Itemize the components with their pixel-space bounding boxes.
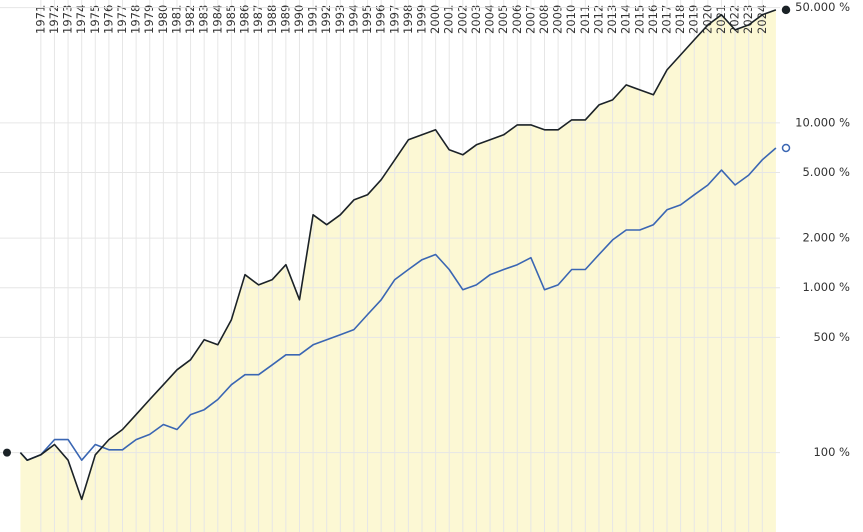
series-line	[19, 9, 777, 501]
start-dot	[3, 448, 11, 457]
x-tick-label: 2015	[632, 5, 646, 34]
x-tick-label: 2003	[469, 5, 483, 34]
end-dot	[781, 143, 791, 153]
x-tick-label: 1998	[401, 5, 415, 34]
x-tick-label: 2013	[605, 5, 619, 34]
x-tick-label: 1996	[374, 5, 388, 34]
series-line	[19, 147, 777, 461]
x-tick-label: 2019	[687, 5, 701, 34]
x-tick-label: 1983	[197, 5, 211, 34]
x-tick-label: 2004	[483, 5, 497, 34]
x-tick-label: 2001	[442, 5, 456, 34]
end-dot	[781, 5, 791, 15]
x-tick-label: 1995	[360, 5, 374, 34]
x-tick-label: 2021	[714, 5, 728, 34]
x-tick-label: 2017	[660, 5, 674, 34]
x-tick-label: 2012	[591, 5, 605, 34]
x-tick-label: 1988	[265, 5, 279, 34]
x-tick-label: 2005	[496, 5, 510, 34]
y-tick-label: 1.000 %	[802, 280, 850, 294]
x-tick-label: 2006	[510, 5, 524, 34]
x-tick-label: 2024	[755, 5, 769, 34]
x-tick-label: 1979	[142, 5, 156, 34]
x-tick-label: 1973	[61, 5, 75, 34]
x-tick-label: 1982	[183, 5, 197, 34]
x-tick-label: 1999	[414, 5, 428, 34]
x-tick-label: 1987	[251, 5, 265, 34]
y-tick-label: 100 %	[813, 445, 850, 459]
x-tick-label: 1975	[88, 5, 102, 34]
x-tick-label: 1978	[129, 5, 143, 34]
x-tick-label: 2010	[564, 5, 578, 34]
x-tick-label: 1992	[319, 5, 333, 34]
x-tick-label: 1984	[210, 5, 224, 34]
x-tick-label: 2022	[728, 5, 742, 34]
x-tick-label: 2008	[537, 5, 551, 34]
x-tick-label: 1981	[169, 5, 183, 34]
x-tick-label: 2023	[741, 5, 755, 34]
x-tick-label: 1993	[333, 5, 347, 34]
y-tick-label: 5.000 %	[802, 165, 850, 179]
x-tick-label: 2011	[578, 5, 592, 34]
x-tick-label: 1974	[74, 5, 88, 34]
x-tick-label: 1990	[292, 5, 306, 34]
y-tick-label: 10.000 %	[795, 115, 850, 129]
x-tick-label: 1976	[101, 5, 115, 34]
y-tick-label: 50.000 %	[795, 0, 850, 14]
x-tick-label: 1994	[346, 5, 360, 34]
x-tick-label: 2020	[700, 5, 714, 34]
y-tick-label: 2.000 %	[802, 231, 850, 245]
x-tick-label: 1980	[156, 5, 170, 34]
x-tick-label: 2016	[646, 5, 660, 34]
x-tick-label: 2000	[428, 5, 442, 34]
x-tick-label: 1972	[47, 5, 61, 34]
x-tick-label: 2007	[523, 5, 537, 34]
x-tick-label: 1971	[33, 5, 47, 34]
x-tick-label: 1991	[306, 5, 320, 34]
x-tick-label: 1985	[224, 5, 238, 34]
area-fill	[20, 9, 776, 532]
x-tick-label: 1977	[115, 5, 129, 34]
x-tick-label: 2014	[619, 5, 633, 34]
x-tick-label: 1989	[278, 5, 292, 34]
x-tick-label: 1997	[387, 5, 401, 34]
x-tick-label: 2002	[455, 5, 469, 34]
x-tick-label: 2018	[673, 5, 687, 34]
x-tick-label: 2009	[551, 5, 565, 34]
y-tick-label: 500 %	[813, 330, 850, 344]
x-tick-label: 1986	[238, 5, 252, 34]
